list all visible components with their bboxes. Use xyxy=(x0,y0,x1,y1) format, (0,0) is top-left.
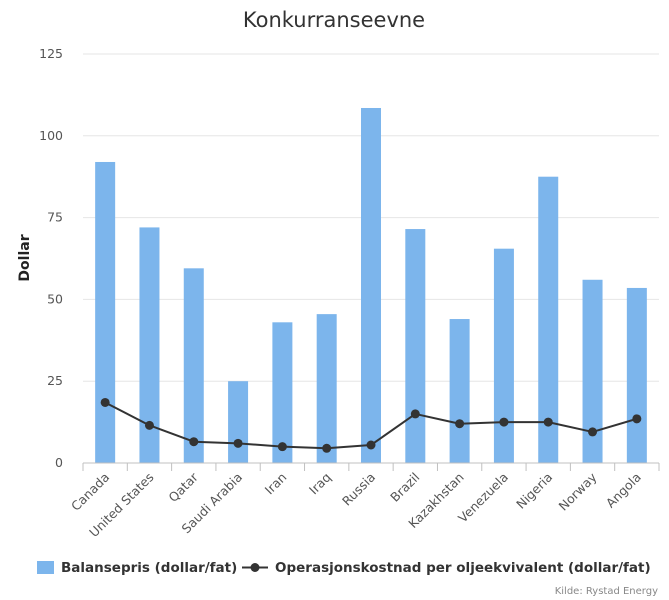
bar[interactable] xyxy=(626,287,647,463)
x-tick-label: Iraq xyxy=(306,470,334,498)
bar[interactable] xyxy=(272,322,293,463)
line-point[interactable] xyxy=(233,438,243,448)
y-tick-label: 0 xyxy=(55,455,63,470)
line-series[interactable] xyxy=(100,397,642,453)
bar[interactable] xyxy=(582,279,603,463)
bar[interactable] xyxy=(316,314,337,463)
x-tick-label: Norway xyxy=(556,469,601,514)
y-tick-label: 25 xyxy=(47,373,63,388)
bar[interactable] xyxy=(538,176,559,463)
legend-bar-label[interactable]: Balansepris (dollar/fat) xyxy=(61,560,237,576)
line-point[interactable] xyxy=(543,417,553,427)
x-tick-label: Angola xyxy=(603,470,644,511)
chart-title: Konkurranseevne xyxy=(243,8,425,32)
bar[interactable] xyxy=(95,161,116,463)
line-point[interactable] xyxy=(588,427,598,437)
y-axis-ticks: 0 25 50 75 100 125 xyxy=(39,46,63,470)
line-point[interactable] xyxy=(410,409,420,419)
x-tick-label: Russia xyxy=(339,470,378,509)
bar[interactable] xyxy=(361,107,381,463)
line-point[interactable] xyxy=(189,437,199,447)
bar[interactable] xyxy=(449,319,470,463)
x-tick-label: Qatar xyxy=(165,469,201,505)
legend-line-label[interactable]: Operasjonskostnad per oljeekvivalent (do… xyxy=(275,560,651,576)
bar-series[interactable] xyxy=(95,107,647,463)
x-tick-label: Brazil xyxy=(387,470,422,505)
bar[interactable] xyxy=(405,229,426,463)
legend-swatch-bar xyxy=(37,561,54,574)
y-axis-label: Dollar xyxy=(17,234,33,281)
bar[interactable] xyxy=(493,248,514,463)
legend-swatch-marker xyxy=(250,563,260,572)
x-tick-label: Nigeria xyxy=(513,470,555,512)
line-point[interactable] xyxy=(277,442,287,452)
y-tick-label: 125 xyxy=(39,46,63,61)
x-tick-label: Iran xyxy=(262,470,290,498)
bar[interactable] xyxy=(183,268,204,463)
line-point[interactable] xyxy=(144,420,154,430)
x-tick-label: Canada xyxy=(68,470,112,514)
line-point[interactable] xyxy=(499,417,509,427)
y-tick-label: 100 xyxy=(39,128,63,143)
bar[interactable] xyxy=(228,381,249,463)
line-point[interactable] xyxy=(322,443,332,453)
line-point[interactable] xyxy=(100,397,110,407)
credit: Kilde: Rystad Energy xyxy=(555,586,658,597)
line-point[interactable] xyxy=(455,419,465,429)
line-point[interactable] xyxy=(366,440,376,450)
y-tick-label: 50 xyxy=(47,291,63,306)
legend[interactable]: Balansepris (dollar/fat) Operasjonskostn… xyxy=(37,560,651,576)
y-tick-label: 75 xyxy=(47,210,63,225)
bar[interactable] xyxy=(139,227,160,463)
line-point[interactable] xyxy=(632,414,642,424)
